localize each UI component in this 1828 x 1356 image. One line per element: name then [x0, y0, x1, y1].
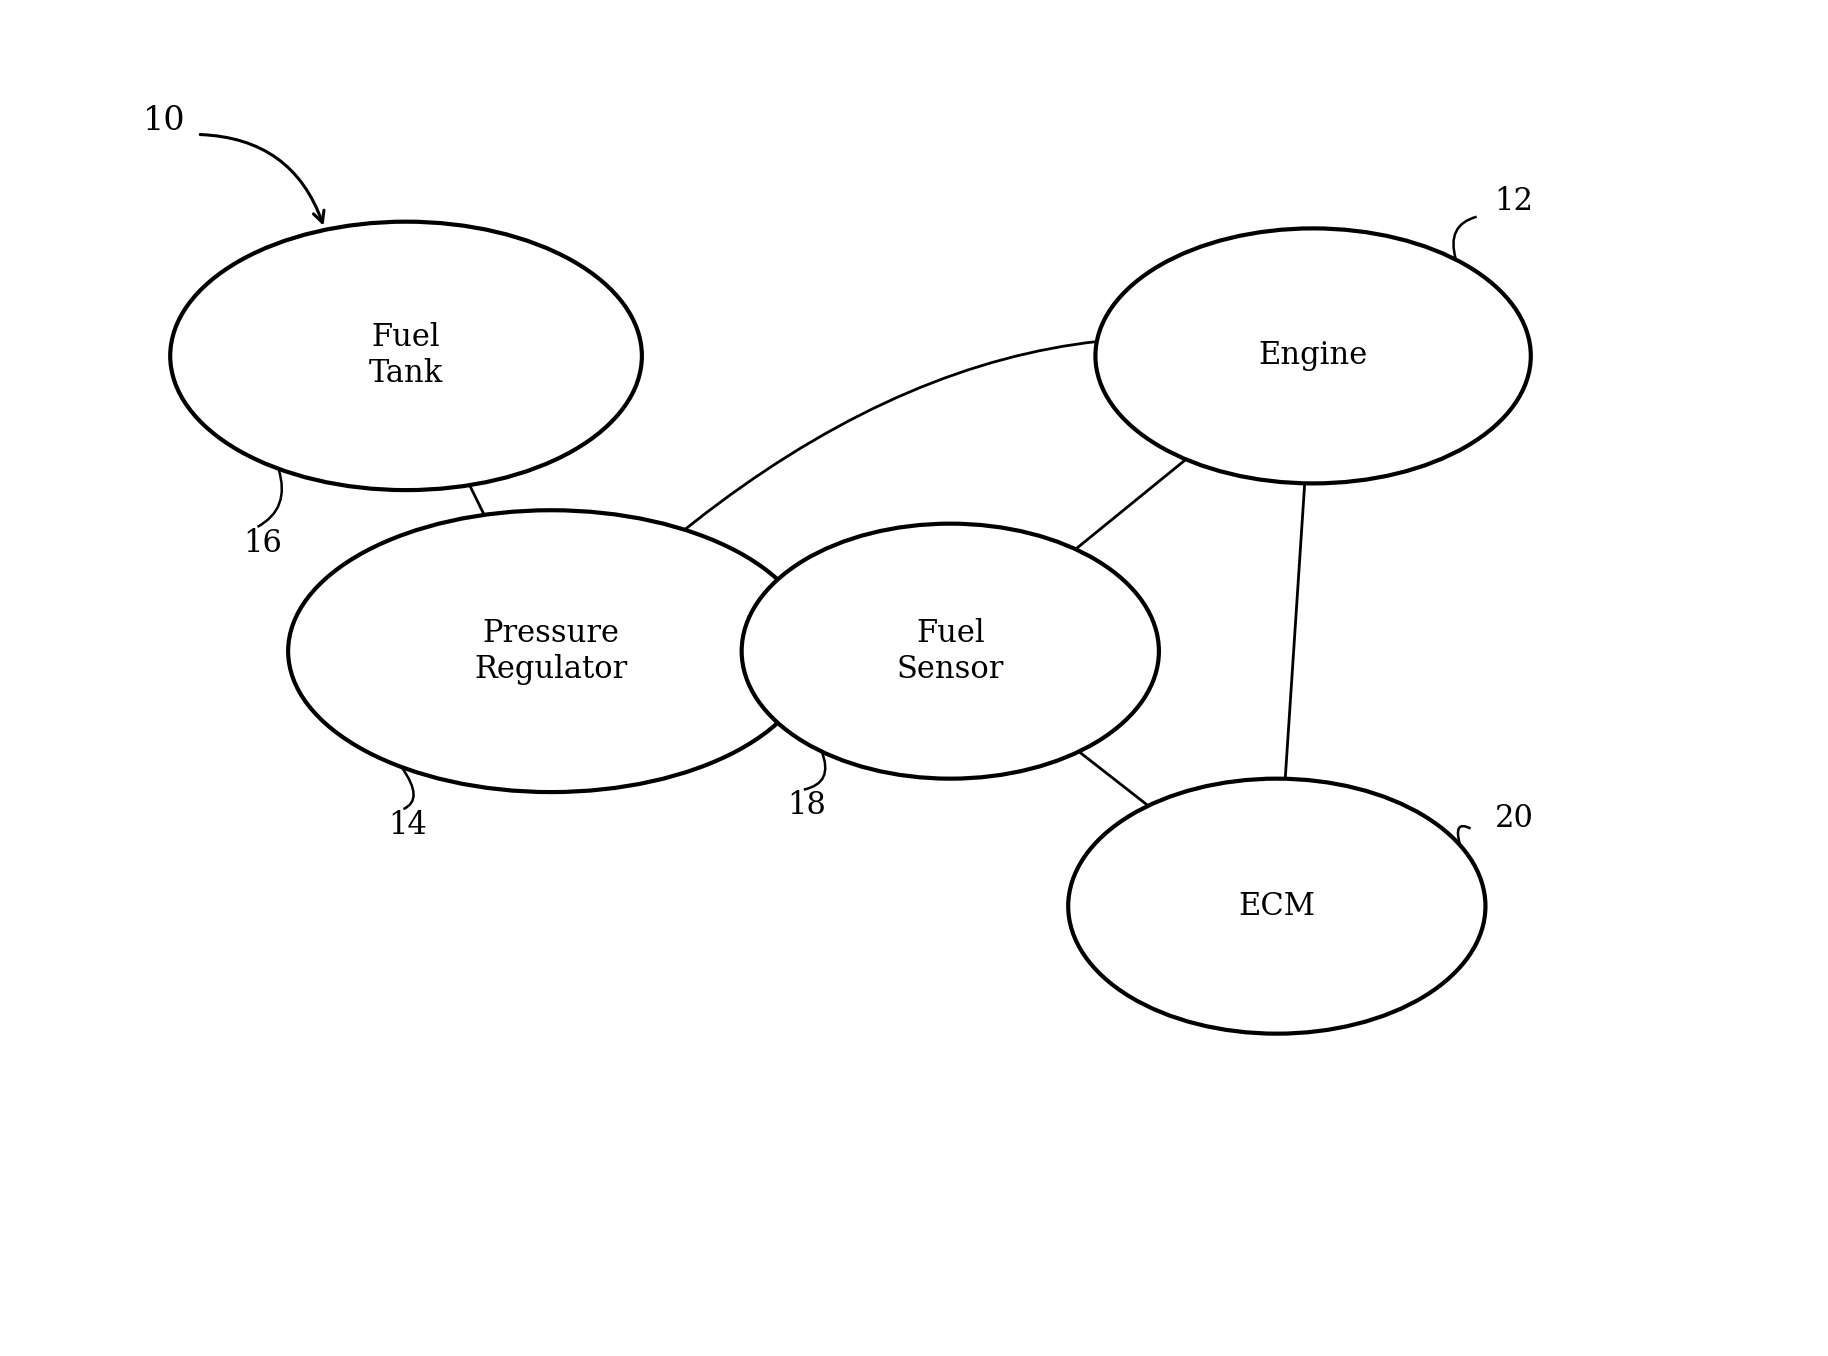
- Text: Fuel
Tank: Fuel Tank: [369, 323, 442, 389]
- Ellipse shape: [742, 523, 1159, 778]
- Text: Pressure
Regulator: Pressure Regulator: [475, 618, 627, 685]
- Ellipse shape: [289, 510, 813, 792]
- Ellipse shape: [1068, 778, 1486, 1033]
- Ellipse shape: [170, 221, 642, 490]
- Text: Fuel
Sensor: Fuel Sensor: [896, 618, 1004, 685]
- Text: 10: 10: [143, 104, 186, 137]
- Text: 14: 14: [388, 810, 426, 841]
- Text: 18: 18: [788, 791, 826, 820]
- Text: 12: 12: [1495, 186, 1534, 217]
- Text: ECM: ECM: [1238, 891, 1316, 922]
- Text: 20: 20: [1495, 803, 1534, 834]
- Text: Engine: Engine: [1258, 340, 1367, 372]
- Ellipse shape: [1095, 228, 1530, 483]
- Text: 16: 16: [243, 529, 282, 559]
